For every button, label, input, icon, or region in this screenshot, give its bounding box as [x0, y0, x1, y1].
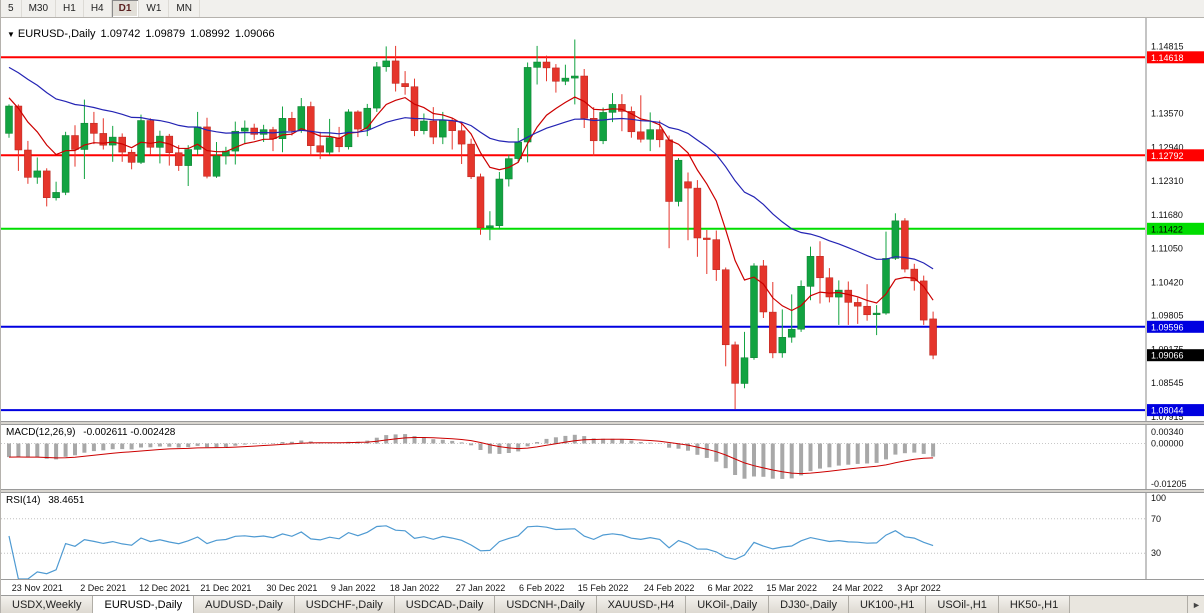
date-tick-label: 12 Dec 2021	[139, 583, 191, 593]
chart-tab-uk100-h1[interactable]: UK100-,H1	[848, 596, 927, 613]
chart-high-value: 1.09879	[145, 28, 186, 40]
svg-text:-0.01205: -0.01205	[1151, 479, 1187, 489]
svg-text:1.12940: 1.12940	[1151, 142, 1184, 152]
price-badge: 1.11422	[1147, 222, 1204, 235]
price-badge: 1.12792	[1147, 149, 1204, 162]
date-tick-label: 6 Mar 2022	[707, 583, 754, 593]
svg-text:1.12310: 1.12310	[1151, 176, 1184, 186]
chart-tab-eurusd-daily[interactable]: EURUSD-,Daily	[93, 596, 195, 613]
chart-tab-xauusd-h4[interactable]: XAUUSD-,H4	[596, 596, 687, 613]
svg-text:1.11422: 1.11422	[1151, 224, 1183, 234]
chart-tabs: USDX,Weekly EURUSD-,Daily AUDUSD-,Daily USD…	[1, 595, 1204, 613]
svg-text:1.09066: 1.09066	[1151, 351, 1184, 361]
svg-text:1.11680: 1.11680	[1151, 210, 1183, 220]
panel-separator[interactable]	[1, 421, 1204, 425]
svg-text:30: 30	[1151, 548, 1161, 558]
svg-text:1.09596: 1.09596	[1151, 322, 1184, 332]
timeframe-button-5[interactable]: 5	[1, 0, 22, 17]
svg-text:1.08044: 1.08044	[1151, 406, 1184, 416]
timeframe-button-d1[interactable]: D1	[111, 0, 140, 17]
ma-slow-line	[8, 66, 934, 270]
chart-open-value: 1.09742	[100, 28, 141, 40]
price-chart[interactable]: 1.14815 1.13570 1.12940 1.12310 1.11680 1.110…	[1, 18, 1204, 421]
date-tick-label: 6 Feb 2022	[519, 583, 565, 593]
svg-text:1.14815: 1.14815	[1151, 42, 1184, 52]
date-tick-label: 3 Apr 2022	[897, 583, 941, 593]
tabs-scroll-right-icon[interactable]: ►	[1187, 596, 1204, 613]
chart-tab-usdcad-daily[interactable]: USDCAD-,Daily	[394, 596, 496, 613]
svg-text:1.10420: 1.10420	[1151, 278, 1184, 288]
macd-axis: 0.00340 0.00000 -0.01205	[1151, 427, 1187, 489]
main-chart-panel: 1.14815 1.13570 1.12940 1.12310 1.11680 1.110…	[1, 18, 1204, 421]
chart-tab-usoil-h1[interactable]: USOil-,H1	[926, 596, 999, 613]
svg-text:0.00340: 0.00340	[1151, 427, 1184, 437]
macd-histogram	[7, 434, 936, 479]
horizontal-level-lines	[1, 56, 1145, 412]
svg-text:100: 100	[1151, 493, 1166, 503]
date-tick-label: 27 Jan 2022	[455, 583, 506, 593]
price-badge: 1.08044	[1147, 404, 1204, 417]
date-tick-label: 9 Jan 2022	[330, 583, 376, 593]
macd-indicator-name: MACD(12,26,9)	[6, 427, 76, 438]
rsi-line	[8, 525, 934, 579]
macd-chart[interactable]: 0.00340 0.00000 -0.01205	[1, 425, 1204, 489]
macd-title: MACD(12,26,9) -0.002611 -0.002428	[6, 427, 180, 438]
rsi-chart[interactable]: 100 70 30	[1, 493, 1204, 579]
date-axis: 23 Nov 2021 2 Dec 2021 12 Dec 2021 21 Dec 2…	[1, 579, 1204, 595]
candles	[5, 39, 937, 410]
chart-title: ▼ EURUSD-,Daily 1.09742 1.09879 1.08992 …	[7, 28, 280, 40]
chart-tab-audusd-daily[interactable]: AUDUSD-,Daily	[194, 596, 295, 613]
chart-symbol: EURUSD-,Daily	[17, 28, 96, 40]
date-tick-label: 15 Feb 2022	[577, 583, 629, 593]
date-tick-label: 21 Dec 2021	[200, 583, 252, 593]
panel-separator[interactable]	[1, 489, 1204, 493]
rsi-indicator-name: RSI(14)	[6, 495, 41, 506]
svg-text:1.11050: 1.11050	[1151, 244, 1183, 254]
macd-signal-line	[8, 437, 934, 475]
ma-fast-line	[8, 96, 934, 312]
svg-text:0.00000: 0.00000	[1151, 439, 1184, 449]
rsi-panel: 100 70 30 RSI(14) 38.4651	[1, 493, 1204, 579]
date-tick-label: 18 Jan 2022	[389, 583, 440, 593]
date-tick-label: 2 Dec 2021	[80, 583, 127, 593]
svg-text:1.07915: 1.07915	[1151, 412, 1184, 421]
price-badge: 1.09066	[1147, 349, 1204, 362]
svg-text:70: 70	[1151, 514, 1161, 524]
macd-indicator-values: -0.002611 -0.002428	[83, 427, 176, 438]
date-tick-label: 15 Mar 2022	[766, 583, 817, 593]
svg-text:1.13570: 1.13570	[1151, 109, 1184, 119]
svg-text:1.08545: 1.08545	[1151, 378, 1184, 388]
svg-text:1.12792: 1.12792	[1151, 151, 1184, 161]
price-badge: 1.09596	[1147, 320, 1204, 333]
svg-text:1.09805: 1.09805	[1151, 311, 1184, 321]
date-tick-label: 23 Nov 2021	[11, 583, 63, 593]
chart-dropdown-icon[interactable]: ▼	[7, 29, 15, 39]
timeframe-button-h1[interactable]: H1	[56, 0, 84, 17]
chart-tab-dj30-daily[interactable]: DJ30-,Daily	[769, 596, 849, 613]
timeframe-button-w1[interactable]: W1	[139, 0, 170, 17]
chart-tab-hk50-h1[interactable]: HK50-,H1	[998, 596, 1071, 613]
chart-tab-usdchf-daily[interactable]: USDCHF-,Daily	[294, 596, 395, 613]
chart-low-value: 1.08992	[190, 28, 230, 40]
chart-tab-usdcnh-daily[interactable]: USDCNH-,Daily	[495, 596, 597, 613]
chart-tab-usdx-weekly[interactable]: USDX,Weekly	[1, 596, 94, 613]
timeframe-button-mn[interactable]: MN	[169, 0, 200, 17]
timeframe-button-h4[interactable]: H4	[84, 0, 112, 17]
timeframe-toolbar: 5 M30 H1 H4 D1 W1 MN	[1, 0, 1204, 18]
macd-panel: 0.00340 0.00000 -0.01205 MACD(12,26,9) -0.…	[1, 425, 1204, 489]
svg-text:1.14618: 1.14618	[1151, 53, 1184, 63]
date-tick-label: 30 Dec 2021	[266, 583, 318, 593]
rsi-indicator-value: 38.4651	[48, 495, 85, 506]
rsi-axis: 100 70 30	[1151, 493, 1166, 558]
rsi-title: RSI(14) 38.4651	[6, 495, 89, 506]
chart-close-value: 1.09066	[234, 28, 275, 40]
price-badge: 1.14618	[1147, 51, 1204, 64]
date-tick-label: 24 Feb 2022	[643, 583, 695, 593]
timeframe-button-m30[interactable]: M30	[22, 0, 57, 17]
chart-tab-ukoil-daily[interactable]: UKOil-,Daily	[686, 596, 770, 613]
date-tick-label: 24 Mar 2022	[832, 583, 883, 593]
